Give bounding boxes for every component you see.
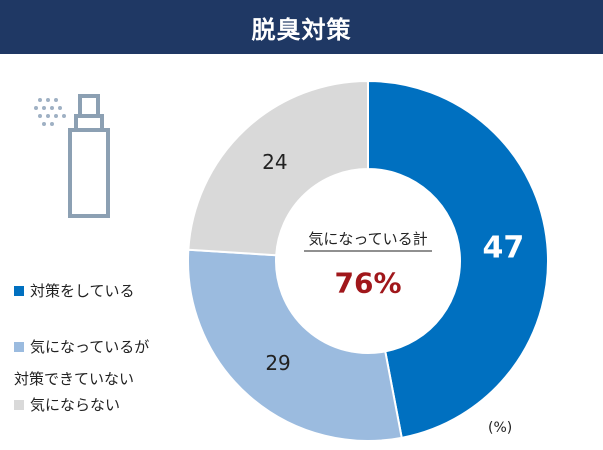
donut-slice-2	[187, 79, 369, 257]
unit-label: (%)	[488, 420, 513, 436]
legend-swatch	[14, 342, 24, 352]
legend-swatch	[14, 286, 24, 296]
legend-label: 気にならない	[30, 396, 121, 414]
legend-label-multi: 気になっているが 対策できていない	[14, 336, 150, 390]
chart-title: 脱臭対策	[251, 15, 352, 44]
data-label-1: 29	[265, 351, 290, 375]
spray-bottle-icon	[28, 92, 118, 222]
data-label-2: 24	[262, 150, 287, 174]
legend-label-line: 対策できていない	[14, 370, 135, 388]
legend-label-line: 気になっているが	[30, 338, 150, 356]
legend-item-kininaranai: 気にならない	[14, 394, 120, 416]
legend-swatch	[14, 400, 24, 410]
center-value: 76%	[334, 267, 401, 300]
data-label-0: 47	[483, 231, 525, 266]
chart-title-bar: 脱臭対策	[0, 0, 603, 54]
donut-slice-1	[187, 248, 403, 442]
center-label: 気になっている計	[308, 230, 427, 248]
legend-item-taisaku: 対策をしている	[14, 280, 135, 302]
donut-slice-0	[367, 79, 549, 439]
legend-item-kininatteiru: 気になっているが 対策できていない	[14, 336, 149, 390]
legend-label: 対策をしている	[30, 282, 135, 300]
